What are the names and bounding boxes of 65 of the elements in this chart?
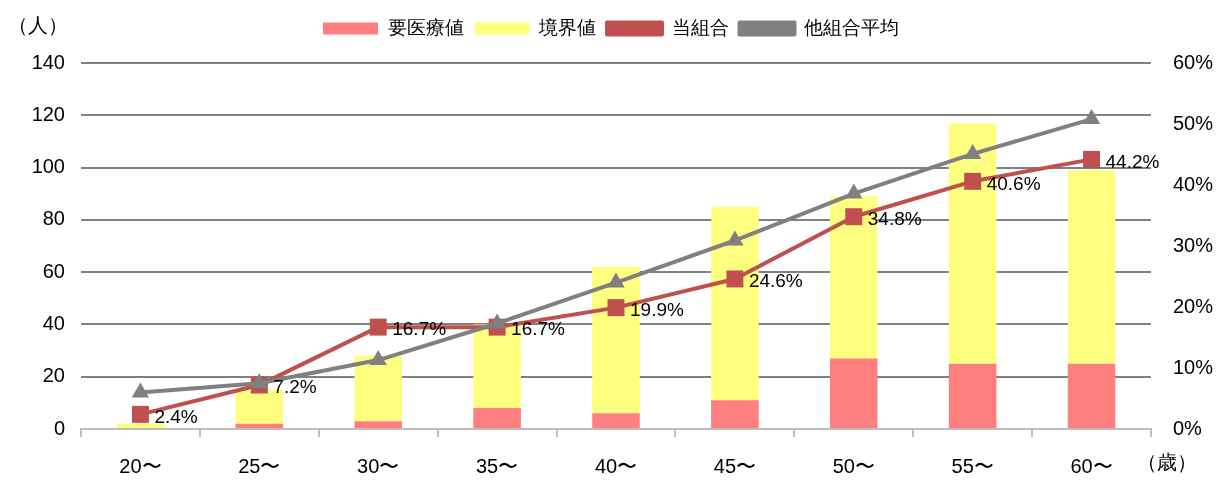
y-tick-label: 120 — [31, 102, 65, 125]
x-tick-label: 25〜 — [238, 454, 281, 477]
point — [607, 299, 625, 317]
x-tick-label: 45〜 — [713, 454, 757, 477]
legend-label: 他組合平均 — [804, 16, 899, 38]
data-label: 40.6% — [986, 172, 1041, 194]
point — [964, 172, 982, 190]
bar — [711, 400, 759, 428]
point — [369, 350, 387, 366]
bar — [592, 413, 640, 428]
x-axis-title: （歳） — [1137, 450, 1197, 473]
bar — [354, 421, 402, 428]
y-tick-label: 100 — [31, 155, 65, 178]
bar — [116, 423, 165, 428]
x-tick-label: 35〜 — [475, 454, 519, 477]
legend-label: 境界値 — [538, 16, 596, 38]
bar — [354, 355, 402, 422]
data-label: 19.9% — [630, 298, 684, 320]
y-tick-label: 0 — [53, 416, 65, 439]
x-tick-label: 60〜 — [1070, 454, 1113, 477]
y-tick-label: 40 — [42, 311, 65, 334]
point — [726, 270, 744, 288]
y-tick-label: 20 — [42, 364, 65, 387]
point — [131, 405, 149, 423]
y2-tick-label: 40% — [1173, 172, 1214, 195]
y2-tick-label: 30% — [1173, 233, 1214, 256]
point — [726, 230, 744, 246]
data-label: 2.4% — [154, 405, 198, 427]
data-label: 34.8% — [867, 207, 922, 229]
x-tick-label: 20〜 — [119, 454, 162, 477]
y2-tick-label: 50% — [1173, 111, 1214, 134]
legend-label: 当組合 — [671, 16, 729, 38]
x-tick-label: 30〜 — [357, 454, 400, 477]
x-tick-label: 50〜 — [832, 454, 875, 477]
y-tick-label: 80 — [42, 207, 65, 230]
bar — [473, 408, 521, 428]
x-tick-label: 40〜 — [594, 454, 638, 477]
y-tick-label: 140 — [31, 50, 65, 73]
legend-label: 要医療値 — [387, 16, 464, 38]
point — [250, 373, 268, 389]
x-tick-label: 55〜 — [951, 454, 994, 477]
y2-tick-label: 0% — [1173, 416, 1203, 439]
y2-tick-label: 20% — [1173, 294, 1214, 317]
point — [845, 183, 863, 199]
point — [488, 313, 506, 329]
data-label: 16.7% — [511, 318, 566, 340]
data-label: 24.6% — [748, 270, 803, 292]
point — [1082, 109, 1101, 125]
y2-tick-label: 60% — [1173, 50, 1214, 73]
data-label: 44.2% — [1105, 150, 1160, 172]
point — [607, 272, 625, 288]
y-axis-title: （人） — [8, 13, 68, 36]
bar — [948, 363, 997, 428]
y2-tick-label: 10% — [1173, 355, 1214, 378]
bar — [235, 423, 284, 428]
data-label: 7.2% — [273, 376, 317, 398]
bar — [1067, 170, 1116, 364]
point — [964, 143, 982, 159]
point — [845, 208, 863, 226]
y-tick-label: 60 — [42, 259, 65, 282]
bar — [830, 358, 878, 428]
bar — [1067, 363, 1116, 428]
point — [369, 318, 387, 336]
point — [1083, 150, 1101, 168]
point — [131, 382, 150, 398]
